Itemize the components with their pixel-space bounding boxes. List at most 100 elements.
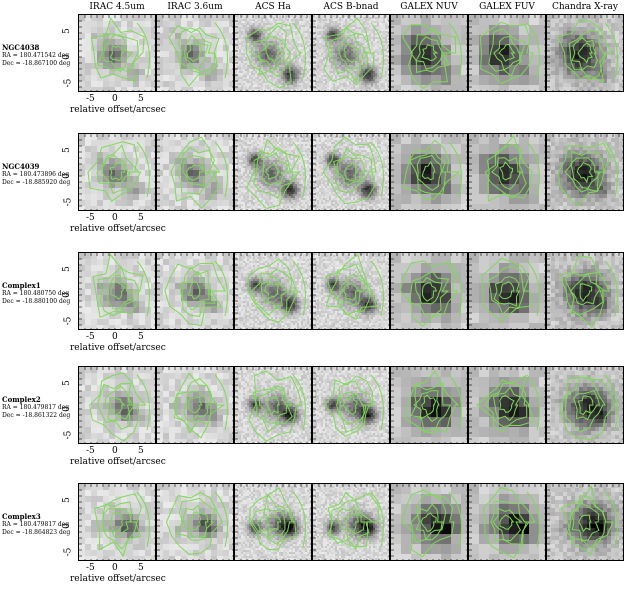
cutout-image (469, 253, 546, 330)
cutout-image (79, 15, 156, 92)
x-tick-label: 0 (112, 563, 118, 573)
image-cutout (546, 483, 624, 561)
y-tick-label: 0 (62, 54, 72, 60)
y-tick-label: -5 (63, 431, 73, 440)
y-tick-label: 0 (62, 406, 72, 412)
x-tick-label: -5 (86, 563, 95, 573)
image-cutout (78, 366, 156, 444)
cutout-image (157, 253, 234, 330)
image-cutout (156, 366, 234, 444)
x-tick-label: 0 (112, 332, 118, 342)
x-axis-label: relative offset/arcsec (70, 224, 166, 234)
x-tick-label: 5 (138, 213, 144, 223)
cutout-image (235, 15, 312, 92)
cutout-image (469, 134, 546, 211)
cutout-image (235, 484, 312, 561)
cutout-image (235, 367, 312, 444)
image-cutout (468, 252, 546, 330)
object-name: NGC4039 (2, 163, 70, 171)
y-tick-label: -5 (63, 198, 73, 207)
cutout-image (157, 134, 234, 211)
cutout-image (79, 253, 156, 330)
x-tick-label: 5 (138, 332, 144, 342)
column-title: ACS Ha (234, 2, 312, 12)
image-cutout (234, 252, 312, 330)
column-title: GALEX NUV (390, 2, 468, 12)
image-cutout (78, 133, 156, 211)
image-cutout (468, 366, 546, 444)
x-axis-label: relative offset/arcsec (70, 105, 166, 115)
x-tick-label: -5 (86, 332, 95, 342)
image-cutout (156, 483, 234, 561)
x-tick-label: 0 (112, 446, 118, 456)
image-cutout (390, 252, 468, 330)
y-tick-label: 5 (62, 147, 72, 153)
x-axis-label: relative offset/arcsec (70, 343, 166, 353)
image-cutout (234, 366, 312, 444)
cutout-image (547, 484, 624, 561)
object-name: NGC4038 (2, 44, 70, 52)
image-cutout (468, 483, 546, 561)
cutout-image (391, 253, 468, 330)
cutout-image (547, 253, 624, 330)
image-cutout (78, 483, 156, 561)
cutout-image (157, 484, 234, 561)
object-name: Complex3 (2, 513, 70, 521)
image-cutout (312, 483, 390, 561)
cutout-image (157, 367, 234, 444)
column-title: GALEX FUV (468, 2, 546, 12)
object-dec: Dec = -18.880100 deg (2, 298, 70, 306)
x-axis-label: relative offset/arcsec (70, 457, 166, 467)
image-cutout (468, 14, 546, 92)
image-cutout (546, 252, 624, 330)
object-dec: Dec = -18.864823 deg (2, 529, 70, 537)
column-title: ACS B-bnad (312, 2, 390, 12)
image-cutout (156, 252, 234, 330)
column-title: IRAC 4.5um (78, 2, 156, 12)
x-tick-label: -5 (86, 94, 95, 104)
image-cutout (156, 133, 234, 211)
cutout-image (469, 367, 546, 444)
cutout-image (313, 253, 390, 330)
image-cutout (78, 252, 156, 330)
x-tick-label: 5 (138, 94, 144, 104)
image-cutout (546, 366, 624, 444)
image-cutout (546, 14, 624, 92)
object-ra: RA = 180.479817 deg (2, 521, 70, 529)
x-axis-label: relative offset/arcsec (70, 574, 166, 584)
object-dec: Dec = -18.861322 deg (2, 412, 70, 420)
object-name: Complex1 (2, 282, 70, 290)
cutout-image (547, 15, 624, 92)
cutout-image (79, 134, 156, 211)
image-cutout (390, 14, 468, 92)
cutout-image (547, 367, 624, 444)
column-title: IRAC 3.6um (156, 2, 234, 12)
y-tick-label: -5 (63, 548, 73, 557)
image-cutout (546, 133, 624, 211)
cutout-image (313, 15, 390, 92)
y-tick-label: 5 (62, 380, 72, 386)
cutout-image (79, 484, 156, 561)
image-cutout (468, 133, 546, 211)
image-cutout (390, 133, 468, 211)
cutout-image (391, 484, 468, 561)
y-tick-label: 0 (62, 292, 72, 298)
object-ra: RA = 180.479817 deg (2, 404, 70, 412)
x-tick-label: 0 (112, 94, 118, 104)
image-cutout (234, 133, 312, 211)
x-tick-label: -5 (86, 213, 95, 223)
y-tick-label: 0 (62, 523, 72, 529)
cutout-image (391, 134, 468, 211)
image-cutout (312, 14, 390, 92)
image-cutout (234, 14, 312, 92)
cutout-image (157, 15, 234, 92)
